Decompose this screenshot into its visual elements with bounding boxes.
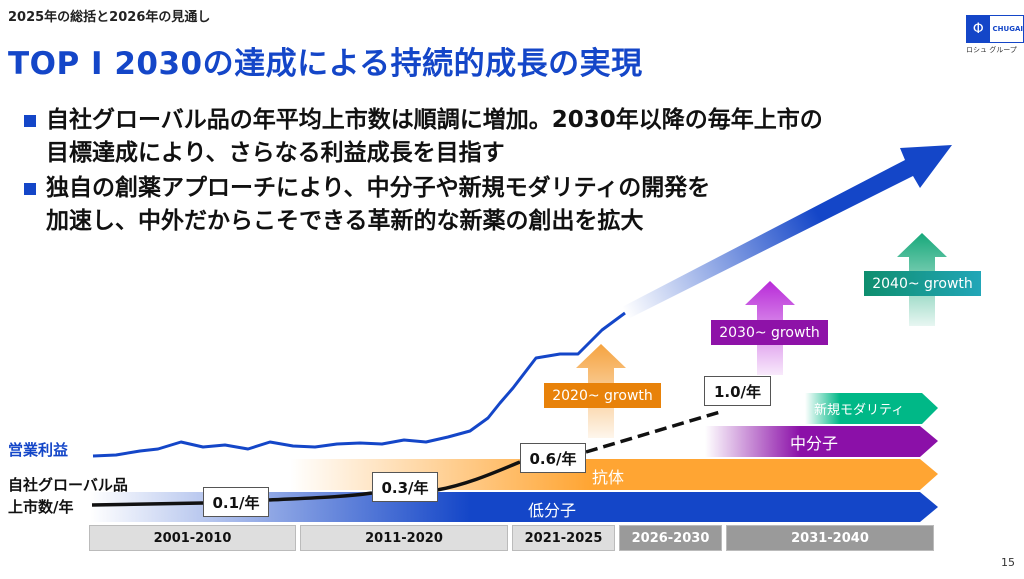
band-antibody (290, 459, 938, 490)
new-modality-label: 新規モダリティ (814, 403, 905, 418)
logo-text: CHUGAI (992, 25, 1023, 33)
rate-box-2001: 0.1/年 (203, 487, 269, 517)
operating-profit-line (92, 311, 626, 458)
rate-box-2021: 0.6/年 (520, 443, 586, 473)
rate-box-2011: 0.3/年 (372, 472, 438, 502)
growth-arrow-2020 (576, 344, 626, 438)
growth-label-2040: 2040~ growth (864, 271, 981, 296)
growth-arrow-2030 (745, 281, 795, 375)
rate-box-2030: 1.0/年 (704, 376, 771, 406)
slide-title: TOP I 2030の達成による持続的成長の実現 (8, 46, 643, 82)
growth-arrow-2040 (897, 233, 947, 326)
operating-profit-label: 営業利益 (8, 441, 69, 459)
page-number: 15 (1001, 556, 1015, 569)
slide-subtitle: 2025年の総括と2026年の見通し (8, 10, 211, 25)
launch-label-2: 上市数/年 (8, 498, 74, 516)
period-2001-2010: 2001-2010 (89, 525, 296, 551)
band-mid-size (705, 426, 938, 457)
antibody-label: 抗体 (592, 468, 625, 487)
small-molecule-label: 低分子 (528, 501, 577, 520)
period-2011-2020: 2011-2020 (300, 525, 508, 551)
growth-label-2030: 2030~ growth (711, 320, 828, 345)
mid-size-label: 中分子 (790, 434, 839, 453)
bullet-square-icon (24, 115, 36, 127)
bullet-1-text: 自社グローバル品の年平均上市数は順調に増加。2030年以降の毎年上市の 目標達成… (46, 104, 823, 170)
launch-count-line (91, 460, 521, 507)
bullet-square-icon (24, 183, 36, 195)
band-new-modality (805, 393, 938, 424)
roche-group-label: ロシュ グループ (966, 46, 1017, 54)
bullet-line: 加速し、中外だからこそできる革新的な新薬の創出を拡大 (46, 208, 644, 234)
future-growth-arrow (620, 145, 952, 318)
chugai-logo-icon: Φ (967, 16, 990, 42)
growth-label-2020: 2020~ growth (544, 383, 661, 408)
bullet-line: 独自の創薬アプローチにより、中分子や新規モダリティの開発を (46, 175, 711, 201)
launch-label-1: 自社グローバル品 (8, 476, 128, 494)
bullet-line: 目標達成により、さらなる利益成長を目指す (46, 140, 505, 166)
period-2021-2025: 2021-2025 (512, 525, 615, 551)
launch-count-dashed (585, 410, 721, 454)
period-2026-2030: 2026-2030 (619, 525, 722, 551)
bullet-2-text: 独自の創薬アプローチにより、中分子や新規モダリティの開発を 加速し、中外だからこ… (46, 172, 710, 238)
bullet-line: 自社グローバル品の年平均上市数は順調に増加。2030年以降の毎年上市の (46, 107, 823, 133)
period-2031-2040: 2031-2040 (726, 525, 934, 551)
